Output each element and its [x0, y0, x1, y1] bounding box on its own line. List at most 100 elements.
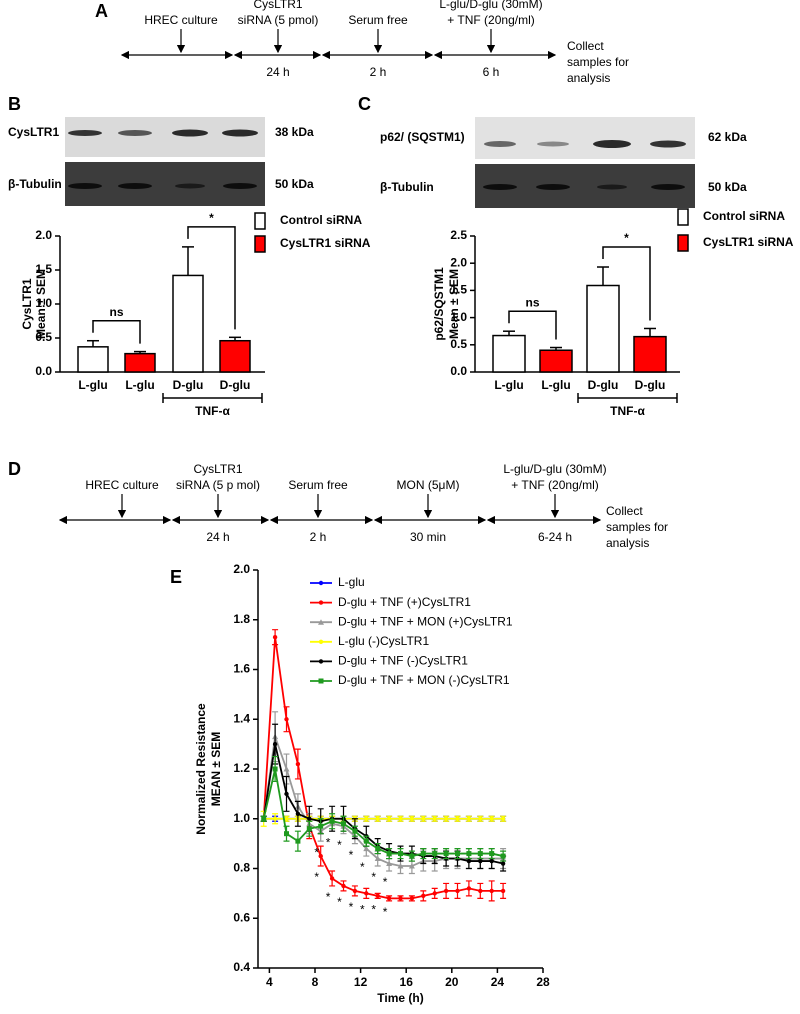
- end-label: samples for: [606, 520, 668, 534]
- significance-star: *: [326, 835, 331, 849]
- data-point: [364, 816, 369, 821]
- data-point: [295, 838, 301, 844]
- data-point: [295, 761, 301, 767]
- bar: [77, 346, 109, 373]
- data-point: [386, 896, 392, 901]
- y-axis-label: MEAN ± SEM: [209, 732, 223, 807]
- data-point: [341, 883, 346, 889]
- y-tick-label: 1.2: [233, 761, 250, 775]
- blot-label: β-Tubulin: [8, 177, 62, 191]
- data-point: [398, 816, 403, 821]
- data-point: [489, 858, 494, 864]
- data-point: [398, 896, 403, 901]
- legend-label: D-glu + TNF + MON (-)CysLTR1: [338, 673, 510, 687]
- data-point: [307, 816, 312, 821]
- x-tick-label: L-glu: [494, 378, 523, 392]
- data-point: [466, 851, 472, 857]
- data-point: [329, 818, 335, 824]
- step-label: HREC culture: [85, 478, 159, 492]
- legend-marker: [318, 619, 324, 625]
- end-label: Collect: [567, 39, 604, 53]
- x-tick-label: D-glu: [220, 378, 251, 392]
- legend-marker: [318, 678, 324, 684]
- legend-marker: [318, 659, 324, 664]
- group-bracket: [577, 393, 678, 403]
- data-point: [478, 858, 483, 864]
- data-point: [386, 860, 393, 867]
- data-point: [341, 821, 346, 827]
- duration-label: 24 h: [266, 65, 289, 79]
- data-point: [455, 816, 460, 821]
- data-point: [409, 853, 415, 859]
- significance-star: *: [383, 905, 388, 919]
- blot-b: [65, 117, 265, 206]
- bar: [219, 339, 251, 373]
- legend-swatch: [254, 212, 266, 230]
- x-tick-label: L-glu: [78, 378, 107, 392]
- data-point: [500, 861, 506, 866]
- duration-label: 2 h: [310, 530, 327, 544]
- data-point: [466, 816, 472, 821]
- legend-label: Control siRNA: [703, 209, 785, 223]
- significance-bracket: [92, 319, 141, 344]
- data-point: [432, 816, 437, 821]
- legend-label: D-glu + TNF + MON (+)CysLTR1: [338, 614, 513, 628]
- significance-star: *: [371, 903, 376, 917]
- step-label: Serum free: [348, 13, 408, 27]
- y-axis-label: Normalized Resistance: [194, 703, 208, 835]
- data-point: [284, 816, 289, 821]
- end-label: analysis: [606, 536, 649, 550]
- x-tick-label: 24: [491, 975, 505, 989]
- bar: [539, 349, 573, 373]
- data-point: [261, 816, 267, 822]
- significance-star: *: [314, 845, 319, 859]
- data-point: [272, 634, 278, 640]
- series-line: [262, 768, 504, 857]
- data-point: [363, 838, 369, 844]
- data-point: [421, 816, 426, 821]
- step-label: CysLTR1: [193, 462, 242, 476]
- significance-label: *: [624, 231, 629, 245]
- x-tick-label: 16: [400, 975, 414, 989]
- panel-label: D: [8, 459, 21, 479]
- data-point: [397, 863, 404, 869]
- series-line: [262, 736, 504, 867]
- y-tick-label: 2.0: [35, 228, 52, 242]
- step-label: CysLTR1: [253, 0, 302, 11]
- y-tick-label: 1.5: [35, 262, 52, 276]
- legend-label: L-glu (-)CysLTR1: [338, 634, 429, 648]
- y-axis-label: Mean ± SEM: [447, 269, 461, 339]
- panel-label: A: [95, 1, 108, 21]
- data-point: [443, 888, 449, 894]
- y-tick-label: 1.8: [233, 612, 250, 626]
- data-point: [352, 828, 358, 834]
- y-tick-label: 1.5: [450, 283, 467, 297]
- data-point: [443, 816, 449, 821]
- significance-label: ns: [525, 295, 539, 309]
- legend-label: Control siRNA: [280, 213, 362, 227]
- legend-label: D-glu + TNF (+)CysLTR1: [338, 595, 471, 609]
- duration-label: 30 min: [410, 530, 446, 544]
- significance-star: *: [349, 848, 354, 862]
- y-tick-label: 0.5: [35, 330, 52, 344]
- significance-star: *: [360, 903, 365, 917]
- y-tick-label: 0.8: [233, 861, 250, 875]
- step-label: Serum free: [288, 478, 348, 492]
- significance-star: *: [337, 838, 342, 852]
- x-tick-label: 20: [445, 975, 459, 989]
- significance-star: *: [314, 870, 319, 884]
- end-label: Collect: [606, 504, 643, 518]
- legend-marker: [318, 639, 324, 644]
- y-tick-label: 2.0: [233, 562, 250, 576]
- y-tick-label: 1.4: [233, 711, 250, 725]
- data-point: [432, 851, 438, 857]
- y-tick-label: 2.0: [450, 255, 467, 269]
- significance-bracket: [602, 246, 651, 321]
- data-point: [466, 858, 472, 864]
- group-label: TNF-α: [610, 404, 645, 418]
- data-point: [398, 851, 403, 857]
- blot-label: p62/ (SQSTM1): [380, 130, 465, 144]
- panel-label: B: [8, 94, 21, 114]
